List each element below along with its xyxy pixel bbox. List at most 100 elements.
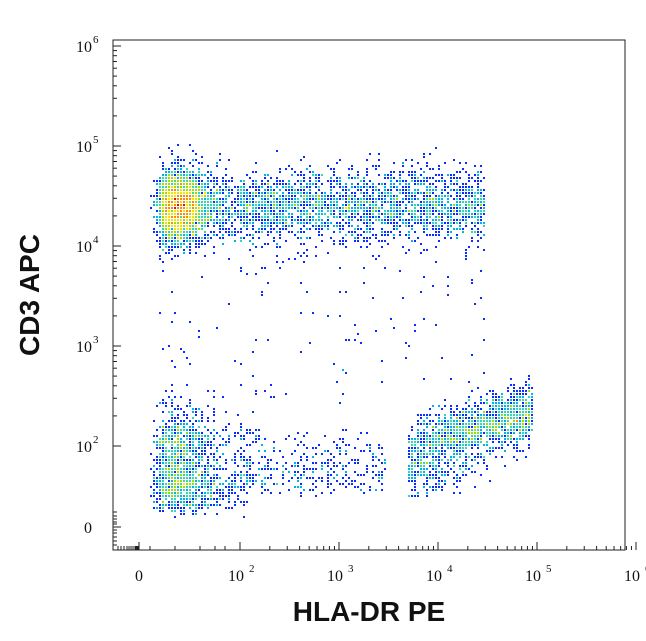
event-dot bbox=[321, 462, 323, 464]
event-dot bbox=[240, 474, 242, 476]
event-dot bbox=[330, 189, 332, 191]
event-dot bbox=[183, 249, 185, 251]
event-dot bbox=[243, 201, 245, 203]
event-dot bbox=[441, 222, 443, 224]
event-dot bbox=[321, 213, 323, 215]
event-dot bbox=[276, 207, 278, 209]
event-dot bbox=[360, 234, 362, 236]
event-dot bbox=[339, 402, 341, 404]
event-dot bbox=[207, 471, 209, 473]
event-dot bbox=[207, 486, 209, 488]
event-dot bbox=[168, 249, 170, 251]
event-dot bbox=[159, 426, 161, 428]
event-dot bbox=[291, 195, 293, 197]
event-dot bbox=[243, 216, 245, 218]
event-dot bbox=[213, 504, 215, 506]
event-dot bbox=[432, 438, 434, 440]
event-dot bbox=[210, 432, 212, 434]
event-dot bbox=[399, 219, 401, 221]
event-dot bbox=[432, 444, 434, 446]
event-dot bbox=[162, 456, 164, 458]
event-dot bbox=[291, 213, 293, 215]
event-dot bbox=[192, 192, 194, 194]
event-dot bbox=[183, 483, 185, 485]
event-dot bbox=[420, 210, 422, 212]
event-dot bbox=[438, 219, 440, 221]
event-dot bbox=[522, 435, 524, 437]
event-dot bbox=[201, 186, 203, 188]
event-dot bbox=[459, 162, 461, 164]
event-dot bbox=[339, 192, 341, 194]
event-dot bbox=[495, 414, 497, 416]
event-dot bbox=[447, 420, 449, 422]
event-dot bbox=[180, 498, 182, 500]
event-dot bbox=[183, 501, 185, 503]
event-dot bbox=[294, 474, 296, 476]
y-tick-label: 10 bbox=[76, 239, 92, 256]
event-dot bbox=[510, 399, 512, 401]
event-dot bbox=[438, 228, 440, 230]
event-dot bbox=[162, 207, 164, 209]
event-dot bbox=[165, 177, 167, 179]
event-dot bbox=[444, 453, 446, 455]
event-dot bbox=[339, 177, 341, 179]
event-dot bbox=[453, 429, 455, 431]
event-dot bbox=[462, 435, 464, 437]
event-dot bbox=[444, 213, 446, 215]
event-dot bbox=[525, 381, 527, 383]
event-dot bbox=[339, 183, 341, 185]
event-dot bbox=[210, 480, 212, 482]
event-dot bbox=[393, 228, 395, 230]
event-dot bbox=[450, 426, 452, 428]
event-dot bbox=[363, 282, 365, 284]
event-dot bbox=[411, 213, 413, 215]
event-dot bbox=[399, 234, 401, 236]
event-dot bbox=[315, 207, 317, 209]
event-dot bbox=[399, 201, 401, 203]
event-dot bbox=[339, 438, 341, 440]
event-dot bbox=[339, 207, 341, 209]
event-dot bbox=[366, 192, 368, 194]
event-dot bbox=[273, 216, 275, 218]
event-dot bbox=[165, 252, 167, 254]
event-dot bbox=[411, 210, 413, 212]
event-dot bbox=[267, 198, 269, 200]
event-dot bbox=[426, 441, 428, 443]
event-dot bbox=[198, 420, 200, 422]
event-dot bbox=[348, 339, 350, 341]
event-dot bbox=[195, 489, 197, 491]
event-dot bbox=[210, 189, 212, 191]
event-dot bbox=[522, 411, 524, 413]
event-dot bbox=[426, 444, 428, 446]
event-dot bbox=[177, 246, 179, 248]
event-dot bbox=[312, 210, 314, 212]
event-dot bbox=[201, 504, 203, 506]
event-dot bbox=[198, 507, 200, 509]
event-dot bbox=[234, 234, 236, 236]
event-dot bbox=[195, 495, 197, 497]
event-dot bbox=[159, 258, 161, 260]
event-dot bbox=[207, 216, 209, 218]
event-dot bbox=[417, 432, 419, 434]
event-dot bbox=[231, 492, 233, 494]
event-dot bbox=[516, 429, 518, 431]
event-dot bbox=[504, 438, 506, 440]
event-dot bbox=[234, 453, 236, 455]
event-dot bbox=[438, 465, 440, 467]
event-dot bbox=[477, 192, 479, 194]
event-dot bbox=[171, 483, 173, 485]
event-dot bbox=[282, 228, 284, 230]
event-dot bbox=[447, 435, 449, 437]
event-dot bbox=[264, 210, 266, 212]
event-dot bbox=[477, 453, 479, 455]
event-dot bbox=[330, 192, 332, 194]
event-dot bbox=[189, 216, 191, 218]
event-dot bbox=[405, 189, 407, 191]
event-dot bbox=[423, 231, 425, 233]
event-dot bbox=[360, 228, 362, 230]
event-dot bbox=[204, 498, 206, 500]
event-dot bbox=[393, 216, 395, 218]
event-dot bbox=[423, 474, 425, 476]
event-dot bbox=[399, 192, 401, 194]
event-dot bbox=[489, 447, 491, 449]
